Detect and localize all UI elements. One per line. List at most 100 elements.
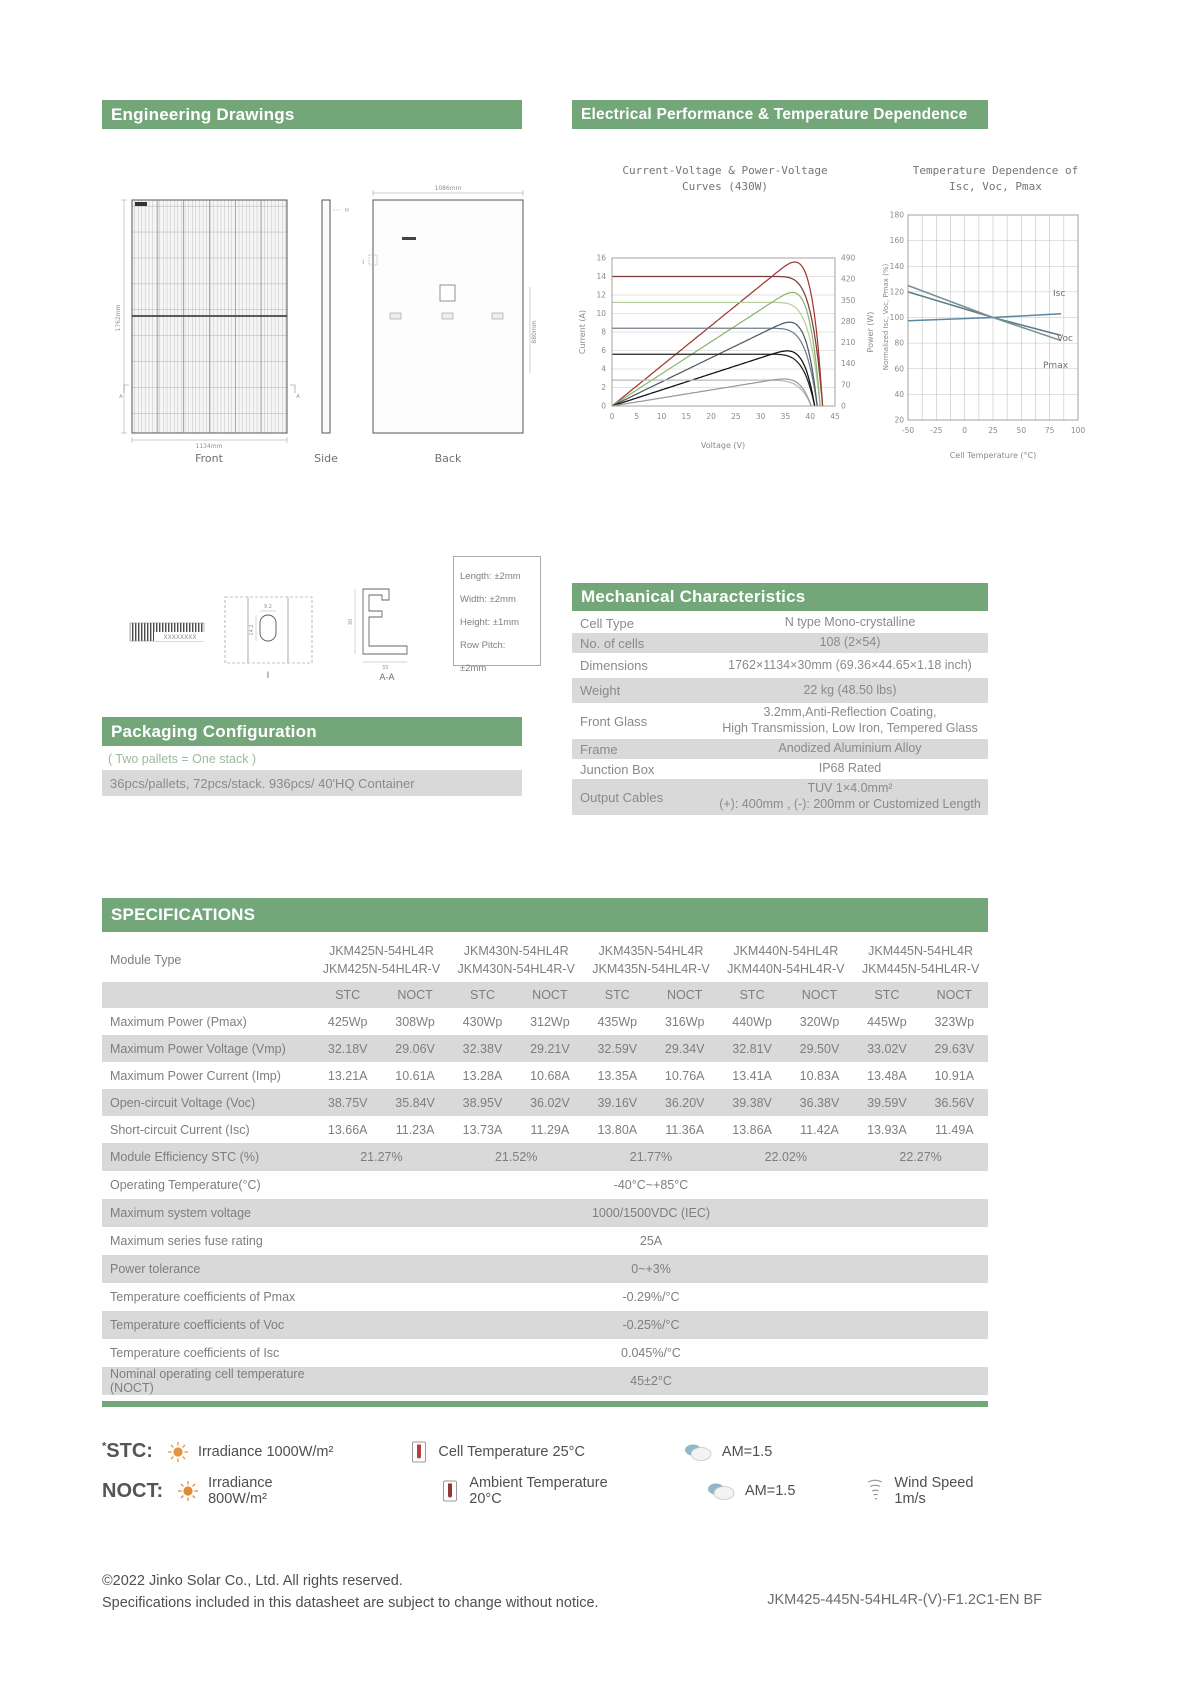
tick-label: 2 bbox=[601, 383, 606, 392]
spec-value: 445Wp bbox=[867, 1014, 907, 1029]
spec-value: 1000/1500VDC (IEC) bbox=[591, 1206, 711, 1220]
specifications-table: Module Type JKM425N-54HL4R JKM425N-54HL4… bbox=[102, 938, 988, 1407]
spec-value: 29.50V bbox=[799, 1041, 840, 1056]
tornado-wind-icon bbox=[865, 1479, 885, 1503]
legend-item-am-stc: AM=1.5 bbox=[683, 1442, 772, 1462]
tick-label: 0 bbox=[601, 402, 606, 411]
tick-label: -50 bbox=[902, 426, 914, 435]
spec-value: 11.49A bbox=[934, 1122, 974, 1137]
tick-label: 40 bbox=[894, 390, 904, 399]
spec-label: Maximum Power Current (Imp) bbox=[110, 1068, 281, 1083]
spec-value: 11.29A bbox=[530, 1122, 570, 1137]
tick-label: 70 bbox=[841, 380, 851, 389]
spec-value: 32.59V bbox=[597, 1041, 638, 1056]
spec-value: 35.84V bbox=[395, 1095, 435, 1110]
efficiency-value: 21.27% bbox=[360, 1150, 403, 1164]
legend-item-ambient-temperature: Ambient Temperature 20°C bbox=[440, 1475, 640, 1507]
spec-value: 13.48A bbox=[867, 1068, 907, 1083]
efficiency-value: 22.02% bbox=[764, 1150, 807, 1164]
spec-value: 39.16V bbox=[597, 1095, 638, 1110]
stc-footnote-star: * bbox=[102, 1440, 107, 1453]
tick-label: 20 bbox=[706, 412, 716, 421]
spec-value: 32.38V bbox=[462, 1041, 503, 1056]
spec-value: 425Wp bbox=[327, 1014, 368, 1029]
col-header-noct: NOCT bbox=[936, 988, 972, 1002]
col-header-noct: NOCT bbox=[532, 988, 568, 1002]
barcode-label-drawing: XXXXXXXX bbox=[129, 622, 206, 642]
col-header-noct: NOCT bbox=[801, 988, 838, 1002]
tick-label: 45 bbox=[830, 412, 840, 421]
tick-label: 6 bbox=[601, 346, 606, 355]
side-caption: Side bbox=[314, 452, 338, 465]
profile-width-dimension: 33 bbox=[382, 665, 388, 671]
iv-chart-title-line2: Curves (430W) bbox=[681, 179, 769, 193]
connector-left bbox=[389, 312, 402, 320]
module-type-row: Module Type JKM425N-54HL4R JKM425N-54HL4… bbox=[102, 938, 988, 982]
legend-item-irradiance-stc: Irradiance 1000W/m² bbox=[167, 1441, 333, 1463]
section-marker-a-left: A bbox=[119, 394, 123, 400]
tick-label: 25 bbox=[731, 412, 741, 421]
thermometer-icon bbox=[440, 1480, 460, 1502]
spec-value: 323Wp bbox=[934, 1014, 975, 1029]
spec-value: 13.86A bbox=[732, 1122, 772, 1137]
tick-label: 10 bbox=[596, 309, 606, 318]
tick-label: 20 bbox=[894, 416, 904, 425]
connector-mid bbox=[441, 312, 454, 320]
spec-value: 38.75V bbox=[327, 1095, 368, 1110]
module-type-label: Module Type bbox=[110, 953, 182, 967]
temp-chart-title-line2: Isc, Voc, Pmax bbox=[949, 179, 1042, 193]
spec-table-bottom-rule bbox=[102, 1401, 988, 1407]
back-height-dimension: 880mm bbox=[531, 320, 538, 343]
iv-curve bbox=[612, 275, 824, 407]
tick-label: 120 bbox=[890, 287, 905, 296]
spec-label: Open-circuit Voltage (Voc) bbox=[110, 1095, 256, 1110]
iv-x-axis-label: Voltage (V) bbox=[701, 441, 745, 450]
copyright-line: ©2022 Jinko Solar Co., Ltd. All rights r… bbox=[102, 1573, 403, 1589]
frame-profile-caption: A-A bbox=[379, 673, 395, 683]
tick-label: 140 bbox=[890, 262, 905, 271]
iv-pv-curves-chart: 0 5 10 15 20 25 30 35 40 450246810121416070140210… bbox=[578, 254, 875, 451]
spec-merged-row: Nominal operating cell temperature (NOCT… bbox=[102, 1367, 988, 1395]
spec-value: 29.34V bbox=[664, 1041, 705, 1056]
sun-icon bbox=[167, 1441, 189, 1463]
mech-label: Dimensions bbox=[580, 658, 648, 673]
tolerance-length: Length: ±2mm bbox=[460, 571, 521, 582]
spec-value: 32.81V bbox=[732, 1041, 772, 1056]
table-row: Front Glass 3.2mm,Anti-Reflection Coatin… bbox=[572, 703, 988, 739]
pv-curve bbox=[611, 378, 812, 407]
spec-value: 13.66A bbox=[327, 1122, 368, 1137]
packaging-note: ( Two pallets = One stack ) bbox=[108, 752, 257, 766]
mech-value: 1762×1134×30mm (69.36×44.65×1.18 inch) bbox=[728, 657, 972, 672]
tolerance-box: Length: ±2mm Width: ±2mm Height: ±1mm Ro… bbox=[453, 556, 541, 674]
pv-curve bbox=[611, 321, 818, 407]
electrical-performance-header: Electrical Performance & Temperature Dep… bbox=[572, 100, 988, 129]
plot-border bbox=[611, 257, 836, 407]
spec-label: Short-circuit Current (Isc) bbox=[110, 1122, 250, 1137]
table-row: Cell Type N type Mono-crystalline bbox=[572, 613, 988, 633]
spec-label: Maximum series fuse rating bbox=[110, 1234, 263, 1248]
legend-item-text: Ambient Temperature 20°C bbox=[469, 1475, 608, 1507]
module-name-line1: JKM440N-54HL4R bbox=[733, 943, 839, 958]
mech-label: Front Glass bbox=[580, 713, 648, 729]
legend-item-text: Wind Speed 1m/s bbox=[894, 1475, 974, 1507]
col-header-noct: NOCT bbox=[666, 988, 703, 1002]
table-row: Weight 22 kg (48.50 lbs) bbox=[572, 678, 988, 703]
table-row: Frame Anodized Aluminium Alloy bbox=[572, 739, 988, 759]
spec-value: 29.06V bbox=[395, 1041, 435, 1056]
test-conditions-legend: *STC: Irradiance 1000W/m² Cell Temperatu… bbox=[102, 1440, 1042, 1507]
sun-icon bbox=[177, 1480, 199, 1502]
tick-label: 0 bbox=[610, 412, 615, 421]
temp-y-axis-label: Normalized Isc, Voc, Pmax (%) bbox=[882, 263, 890, 370]
packaging-configuration-header: Packaging Configuration bbox=[102, 717, 522, 746]
legend-item-wind-speed: Wind Speed 1m/s bbox=[865, 1475, 1006, 1507]
module-name-line2: JKM435N-54HL4R-V bbox=[592, 962, 710, 976]
pv-curve bbox=[611, 350, 816, 407]
stc-noct-header-row: STC NOCT STC NOCT STC NOCT STC NOCT STC … bbox=[102, 982, 988, 1008]
spec-merged-row: Temperature coefficients of Isc 0.045%/°C bbox=[102, 1339, 988, 1367]
module-name: JKM440N-54HL4R JKM440N-54HL4R-V bbox=[718, 942, 853, 978]
iv-curve bbox=[612, 301, 821, 407]
mech-label: Junction Box bbox=[580, 761, 655, 777]
module-label-mark bbox=[135, 202, 147, 206]
tick-label: 40 bbox=[805, 412, 815, 421]
tick-label: 60 bbox=[894, 364, 904, 373]
